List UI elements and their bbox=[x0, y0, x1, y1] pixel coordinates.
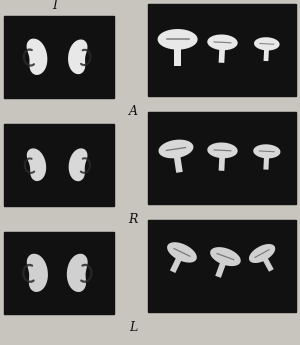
Polygon shape bbox=[210, 247, 241, 266]
Text: L: L bbox=[129, 321, 137, 334]
Bar bbox=[4, 232, 114, 314]
Text: II: II bbox=[217, 0, 227, 2]
Polygon shape bbox=[158, 140, 194, 158]
Bar bbox=[4, 16, 114, 98]
Polygon shape bbox=[174, 155, 183, 173]
Polygon shape bbox=[263, 48, 269, 61]
Bar bbox=[4, 124, 114, 206]
Polygon shape bbox=[158, 29, 198, 50]
Polygon shape bbox=[27, 39, 47, 75]
Polygon shape bbox=[27, 148, 46, 181]
Polygon shape bbox=[167, 242, 197, 263]
Polygon shape bbox=[27, 254, 48, 292]
Polygon shape bbox=[219, 156, 225, 171]
Polygon shape bbox=[68, 39, 88, 74]
Polygon shape bbox=[170, 256, 182, 273]
Text: I: I bbox=[52, 0, 58, 12]
Polygon shape bbox=[263, 156, 269, 170]
Polygon shape bbox=[262, 257, 274, 272]
Polygon shape bbox=[67, 254, 88, 292]
Bar bbox=[148, 112, 296, 204]
Polygon shape bbox=[249, 244, 275, 263]
Polygon shape bbox=[207, 34, 238, 50]
Bar bbox=[148, 4, 296, 96]
Polygon shape bbox=[174, 46, 181, 66]
Polygon shape bbox=[207, 142, 238, 158]
Polygon shape bbox=[69, 148, 87, 181]
Text: A: A bbox=[128, 105, 137, 118]
Polygon shape bbox=[254, 37, 280, 50]
Polygon shape bbox=[253, 144, 280, 158]
Polygon shape bbox=[215, 261, 226, 278]
Text: R: R bbox=[128, 213, 138, 226]
Bar bbox=[148, 220, 296, 312]
Polygon shape bbox=[219, 47, 225, 63]
